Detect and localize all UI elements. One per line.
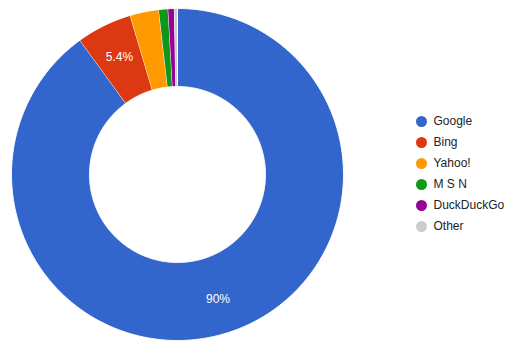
svg-text:5.4%: 5.4% [106, 50, 134, 64]
svg-text:90%: 90% [206, 292, 230, 306]
svg-text:Other: Other [434, 219, 464, 233]
svg-text:Google: Google [434, 114, 473, 128]
svg-text:Yahoo!: Yahoo! [434, 156, 471, 170]
svg-text:M S N: M S N [434, 177, 467, 191]
svg-text:DuckDuckGo: DuckDuckGo [434, 198, 505, 212]
svg-text:Bing: Bing [434, 135, 458, 149]
